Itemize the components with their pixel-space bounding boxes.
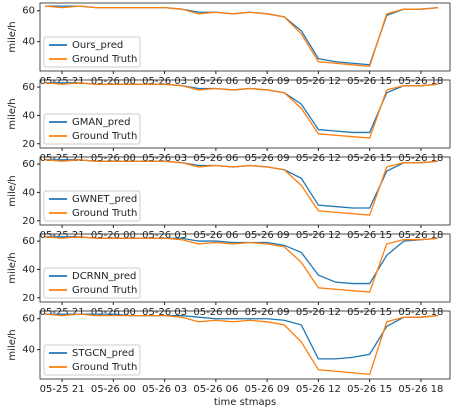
y-tick-label: 60 — [22, 314, 35, 325]
x-tick-label: 05-26 03 — [142, 230, 187, 241]
x-tick-label: 05-26 00 — [91, 384, 136, 395]
legend-label: Ground Truth — [72, 362, 137, 373]
y-tick-label: 20 — [22, 139, 35, 150]
x-tick-label: 05-26 15 — [347, 76, 392, 87]
x-tick-label: 05-26 06 — [193, 307, 238, 318]
legend-label: Ground Truth — [72, 208, 137, 219]
axes-frame — [39, 233, 451, 303]
x-tick-label: 05-26 15 — [347, 384, 392, 395]
x-tick-label: 05-26 03 — [142, 153, 187, 164]
legend-label: GMAN_pred — [72, 117, 130, 128]
x-tick-label: 05-26 00 — [91, 230, 136, 241]
x-tick-label: 05-26 18 — [398, 230, 443, 241]
legend-box — [43, 113, 141, 145]
legend-box — [43, 267, 141, 299]
y-axis-label: mile/h — [7, 329, 18, 360]
x-tick-label: 05-26 18 — [398, 384, 443, 395]
x-tick-label: 05-26 12 — [296, 76, 341, 87]
legend-box — [43, 190, 141, 222]
y-axis-label: mile/h — [7, 21, 18, 52]
x-tick-label: 05-26 18 — [398, 307, 443, 318]
y-tick-label: 40 — [22, 264, 35, 275]
x-tick-label: 05-26 06 — [193, 153, 238, 164]
axes-frame — [39, 310, 451, 380]
x-tick-label: 05-26 12 — [296, 307, 341, 318]
y-tick-label: 40 — [22, 187, 35, 198]
legend-box — [43, 344, 141, 376]
series-line — [44, 5, 439, 68]
x-tick-label: 05-25 21 — [40, 307, 85, 318]
x-tick-label: 05-26 03 — [142, 76, 187, 87]
x-tick-label: 05-26 12 — [296, 153, 341, 164]
x-tick-label: 05-26 15 — [347, 230, 392, 241]
x-tick-label: 05-26 12 — [296, 384, 341, 395]
legend-label: GWNET_pred — [72, 194, 137, 205]
x-tick-label: 05-25 21 — [40, 230, 85, 241]
series-line — [45, 313, 439, 360]
y-axis-label: mile/h — [7, 98, 18, 129]
x-tick-label: 05-26 09 — [245, 230, 290, 241]
x-tick-label: 05-26 15 — [347, 153, 392, 164]
legend-label: DCRNN_pred — [72, 271, 136, 282]
y-tick-label: 20 — [22, 293, 35, 304]
y-tick-label: 40 — [22, 345, 35, 356]
x-tick-label: 05-26 18 — [398, 153, 443, 164]
x-axis-label: time stmaps — [214, 397, 276, 408]
x-tick-label: 05-26 18 — [398, 76, 443, 87]
series-line — [44, 236, 439, 293]
series-line — [44, 313, 439, 376]
x-tick-label: 05-26 09 — [245, 76, 290, 87]
x-tick-label: 05-25 21 — [40, 153, 85, 164]
x-tick-label: 05-26 09 — [245, 153, 290, 164]
x-tick-label: 05-26 06 — [193, 230, 238, 241]
axes-frame — [39, 156, 451, 226]
y-tick-label: 40 — [22, 37, 35, 48]
x-tick-label: 05-26 06 — [193, 384, 238, 395]
x-tick-label: 05-26 00 — [91, 153, 136, 164]
x-tick-label: 05-26 03 — [142, 307, 187, 318]
legend-label: Ground Truth — [72, 131, 137, 142]
x-tick-label: 05-26 00 — [91, 76, 136, 87]
x-tick-label: 05-26 09 — [245, 384, 290, 395]
axes-frame — [39, 2, 451, 72]
x-tick-label: 05-26 09 — [245, 307, 290, 318]
x-tick-label: 05-25 21 — [40, 76, 85, 87]
x-tick-label: 05-26 12 — [296, 230, 341, 241]
y-axis-label: mile/h — [7, 252, 18, 283]
y-tick-label: 40 — [22, 110, 35, 121]
x-tick-label: 05-26 06 — [193, 76, 238, 87]
legend-label: Ground Truth — [72, 54, 137, 65]
axes-frame — [39, 79, 451, 149]
legend-label: Ours_pred — [72, 40, 123, 51]
series-line — [44, 159, 439, 216]
y-tick-label: 20 — [22, 216, 35, 227]
y-tick-label: 60 — [22, 236, 35, 247]
legend-label: STGCN_pred — [72, 348, 134, 359]
y-tick-label: 60 — [22, 159, 35, 170]
x-tick-label: 05-25 21 — [40, 384, 85, 395]
legend-label: Ground Truth — [72, 285, 137, 296]
series-line — [44, 82, 439, 139]
x-tick-label: 05-26 15 — [347, 307, 392, 318]
y-tick-label: 60 — [22, 6, 35, 17]
x-tick-label: 05-26 03 — [142, 384, 187, 395]
y-axis-label: mile/h — [7, 175, 18, 206]
x-tick-label: 05-26 00 — [91, 307, 136, 318]
y-tick-label: 60 — [22, 82, 35, 93]
legend-box — [43, 36, 141, 68]
